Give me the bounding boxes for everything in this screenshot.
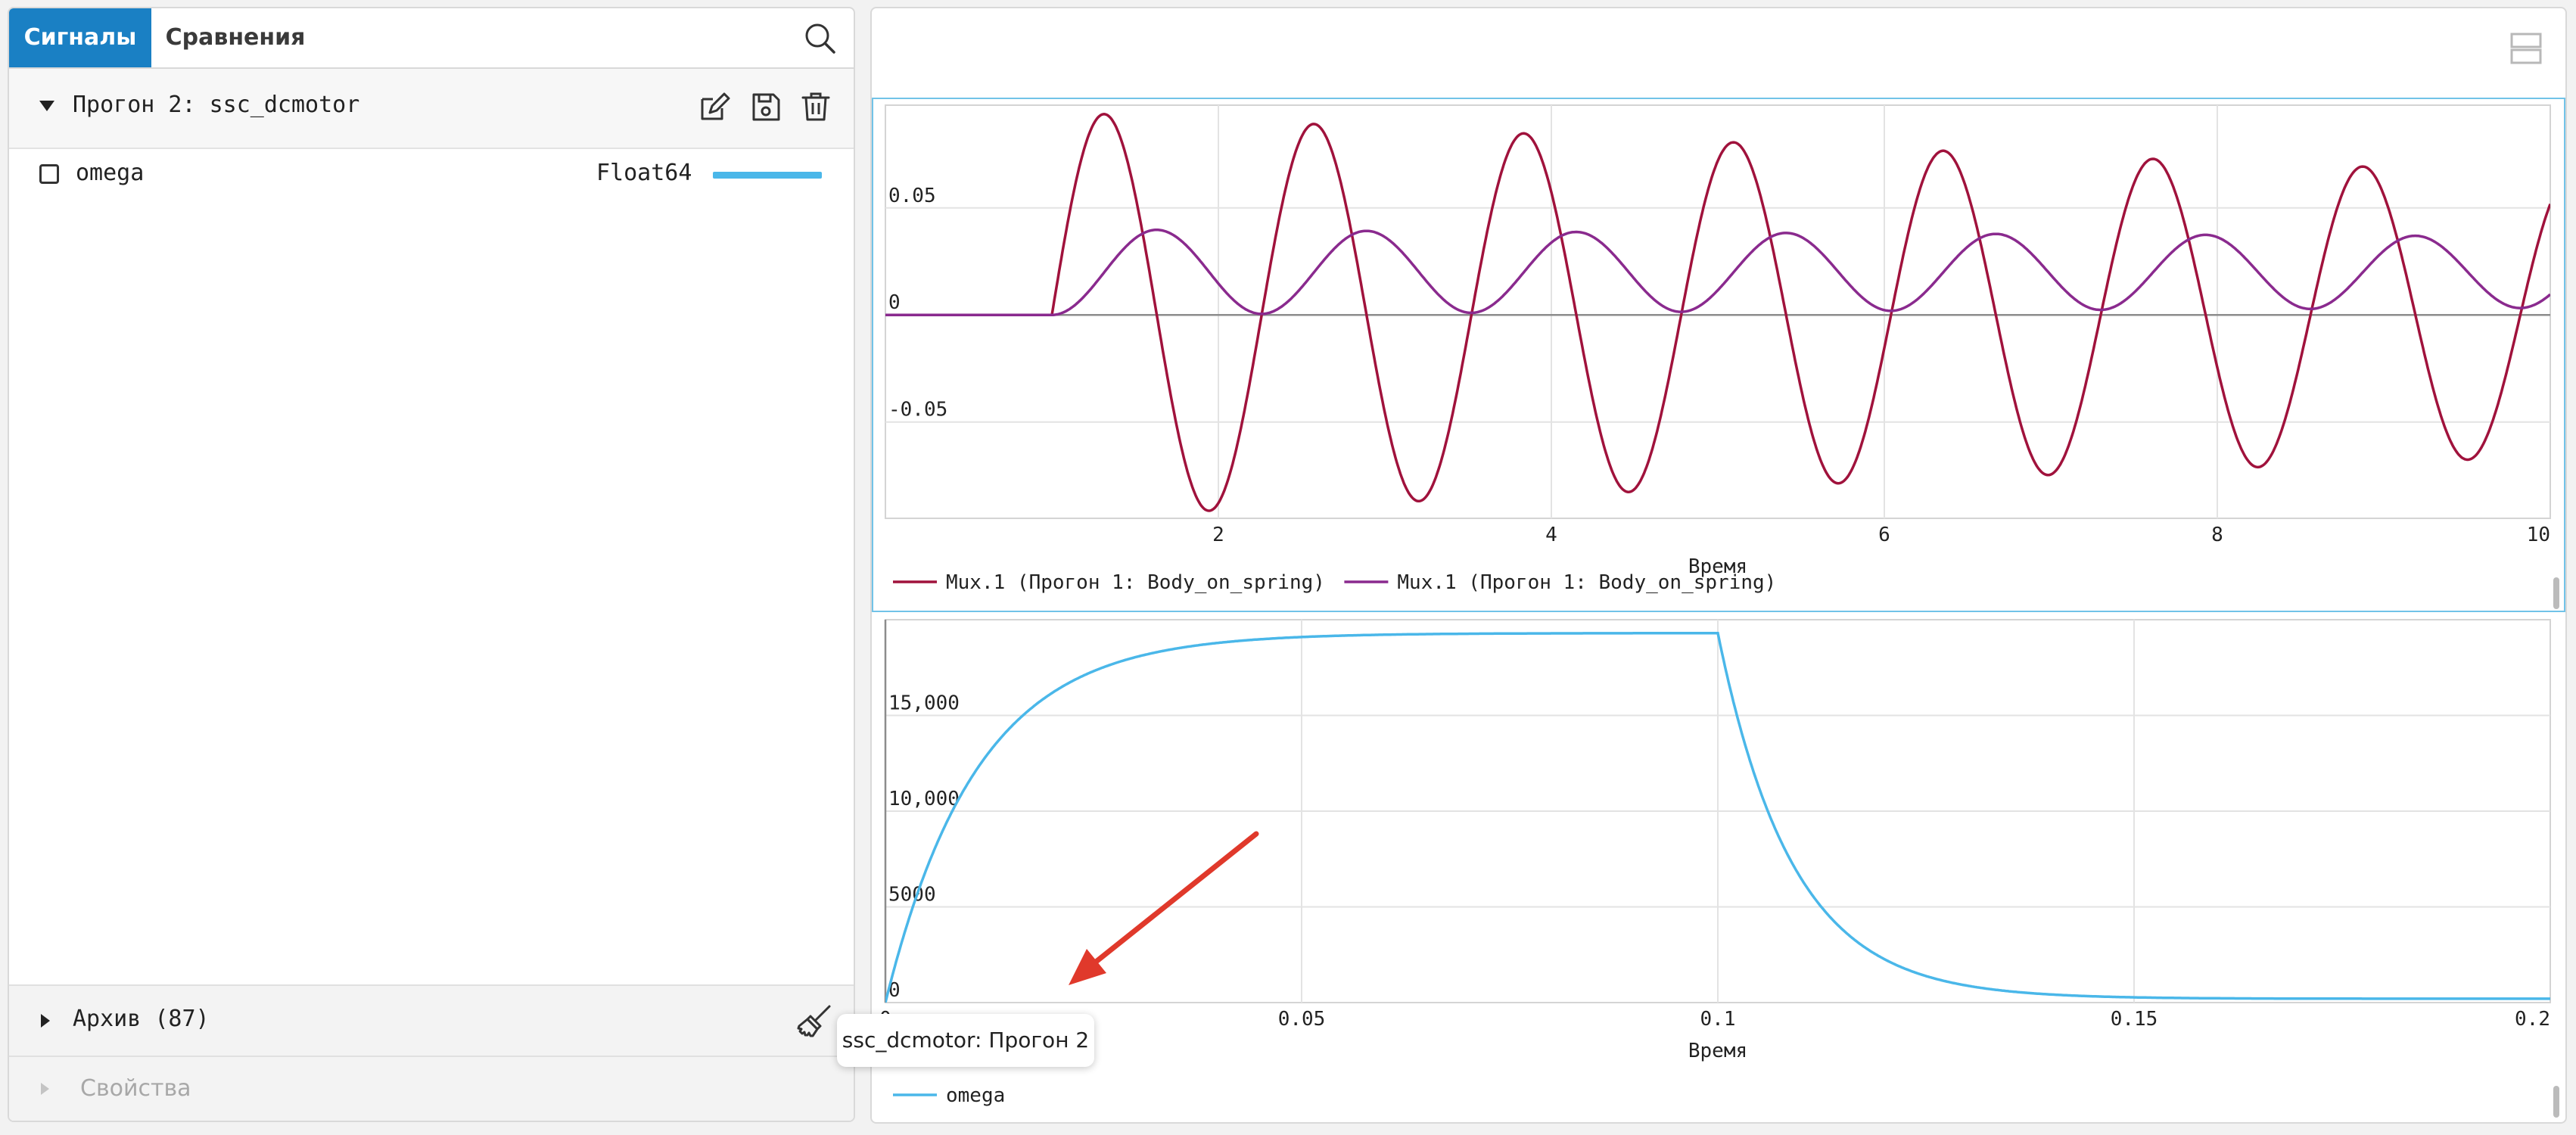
x-tick-label: 2	[1212, 524, 1224, 546]
run-header[interactable]: Прогон 2: ssc_dcmotor	[9, 69, 854, 149]
edit-icon[interactable]	[698, 90, 731, 123]
tab-bar: Сигналы Сравнения	[9, 8, 854, 69]
expand-caret-icon[interactable]	[39, 101, 54, 111]
archive-header[interactable]: Архив (87)	[9, 984, 854, 1057]
tab-signals[interactable]: Сигналы	[9, 8, 151, 67]
series-line	[885, 229, 2550, 316]
broom-icon[interactable]	[796, 1003, 834, 1040]
y-tick-label: 0	[888, 979, 901, 1002]
y-tick-label: 10,000	[888, 788, 960, 810]
tab-comparisons[interactable]: Сравнения	[165, 24, 306, 51]
plot-2[interactable]: 0 0.05 0.1 0.15 0.2 0 5000 10,000 15,000 Время ome…	[872, 8, 2565, 1121]
x-axis-label: Время	[1688, 555, 1747, 578]
search-icon[interactable]	[804, 22, 837, 55]
expand-caret-icon[interactable]	[41, 1014, 50, 1028]
y-tick-label: 0.05	[888, 185, 936, 207]
save-icon[interactable]	[749, 90, 782, 123]
legend-entry: Mux.1 (Прогон 1: Body_on_spring)	[946, 571, 1325, 594]
legend-entry: Mux.1 (Прогон 1: Body_on_spring)	[1397, 571, 1776, 594]
plot-area-border	[885, 104, 2551, 519]
signal-row[interactable]: omega Float64	[9, 152, 854, 197]
series-line	[885, 113, 2550, 512]
x-tick-label: 8	[2211, 524, 2223, 546]
expand-caret-icon	[41, 1083, 49, 1095]
properties-header[interactable]: Свойства	[9, 1057, 854, 1121]
x-tick-label: 0.05	[1278, 1008, 1326, 1031]
x-tick-label: 0.1	[1700, 1008, 1736, 1031]
plot-1-scrollbar[interactable]	[2553, 577, 2559, 609]
signal-name: omega	[76, 160, 145, 186]
run-tooltip: ssc_dcmotor: Прогон 2	[837, 1014, 1094, 1067]
y-tick-label: 5000	[888, 884, 936, 906]
properties-label: Свойства	[80, 1075, 191, 1102]
trash-icon[interactable]	[799, 90, 832, 123]
layout-icon[interactable]	[2509, 31, 2543, 66]
series-line	[885, 632, 2550, 1003]
y-tick-label: 0	[888, 291, 901, 314]
run-title: Прогон 2: ssc_dcmotor	[73, 92, 360, 118]
x-axis-label: Время	[1688, 1040, 1747, 1062]
plot-1-frame[interactable]	[872, 98, 2565, 612]
signal-color-swatch[interactable]	[713, 172, 822, 179]
plots-panel: 2 4 6 8 10 -0.05 0 0.05 Время Mux.1 (Прогон 1: Bo…	[870, 7, 2567, 1124]
y-tick-label: -0.05	[888, 399, 947, 421]
x-tick-label: 4	[1545, 524, 1557, 546]
x-tick-label: 0.2	[2515, 1008, 2550, 1031]
plot-2-scrollbar[interactable]	[2553, 1086, 2559, 1118]
signal-checkbox[interactable]	[39, 164, 59, 184]
y-tick-label: 15,000	[888, 692, 960, 715]
x-tick-label: 10	[2527, 524, 2550, 546]
x-tick-label: 6	[1878, 524, 1890, 546]
legend-entry: omega	[946, 1084, 1005, 1107]
signal-type: Float64	[596, 160, 692, 186]
archive-label: Архив (87)	[73, 1006, 210, 1032]
signals-panel: Сигналы Сравнения Прогон 2: ssc_dcmotor	[8, 7, 855, 1122]
x-tick-label: 0.15	[2111, 1008, 2158, 1031]
